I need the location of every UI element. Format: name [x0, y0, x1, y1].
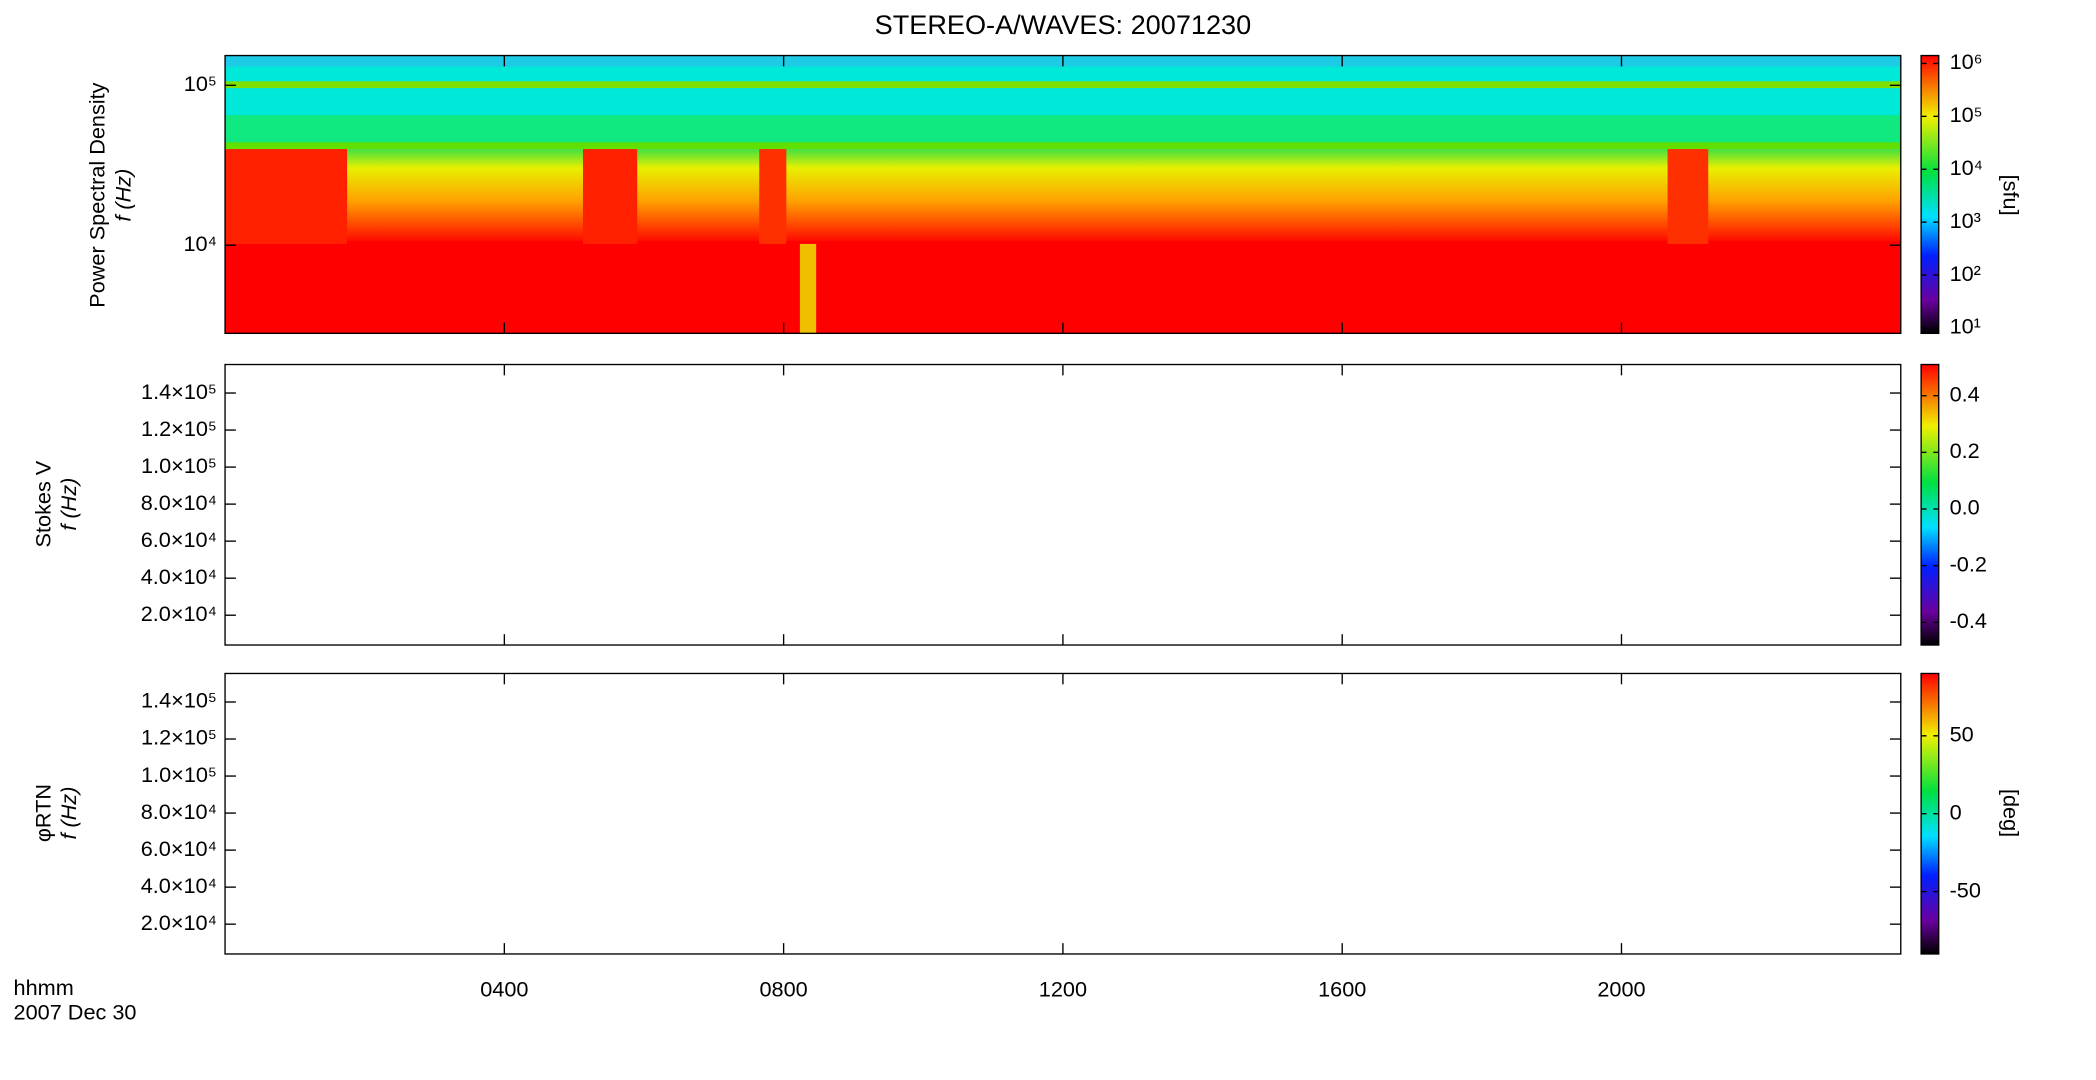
- y-tick-label: 2.0×10⁴: [141, 601, 217, 626]
- y-tick-label: 2.0×10⁴: [141, 910, 217, 935]
- y-tick-label: 8.0×10⁴: [141, 799, 217, 824]
- colorbar-tick-label: 50: [1950, 722, 1974, 747]
- x-tick-label: 2000: [1597, 976, 1645, 1001]
- colorbar-gradients: [1920, 54, 1940, 955]
- colorbar-tick-label: 10⁶: [1950, 49, 1983, 74]
- y-axis-label: φRTN: [30, 784, 55, 842]
- colorbar-label: [sfu]: [1998, 175, 2023, 216]
- y-tick-label: 6.0×10⁴: [141, 836, 217, 861]
- colorbar-tick-label: -50: [1950, 877, 1981, 902]
- colorbar-tick-label: 10⁵: [1950, 102, 1983, 127]
- y-axis-label: f (Hz): [56, 787, 81, 840]
- colorbar-tick-label: 0.0: [1950, 495, 1980, 520]
- x-tick-label: 1200: [1039, 976, 1087, 1001]
- x-tick-label: 0400: [480, 976, 528, 1001]
- y-tick-label: 10⁵: [184, 71, 217, 96]
- y-tick-label: 6.0×10⁴: [141, 527, 217, 552]
- y-axis-label: f (Hz): [56, 478, 81, 531]
- chart-title: STEREO-A/WAVES: 20071230: [875, 9, 1252, 40]
- colorbar-tick-label: 0: [1950, 799, 1962, 824]
- y-axis-label: f (Hz): [110, 169, 135, 222]
- x-axis-label: hhmm: [14, 975, 74, 1000]
- y-tick-label: 4.0×10⁴: [141, 873, 217, 898]
- y-tick-label: 1.4×10⁵: [141, 379, 217, 404]
- y-tick-label: 1.2×10⁵: [141, 416, 217, 441]
- colorbar-label: [deg]: [1998, 789, 2023, 837]
- colorbar-tick-label: 0.2: [1950, 438, 1980, 463]
- y-tick-label: 10⁴: [183, 231, 216, 256]
- y-axis-label: Stokes V: [30, 460, 55, 547]
- colorbar-tick-label: 0.4: [1950, 381, 1980, 406]
- plot-frame: [224, 672, 1902, 955]
- y-tick-label: 1.0×10⁵: [141, 453, 217, 478]
- colorbar-tick-label: 10³: [1950, 208, 1981, 233]
- x-tick-label: 0800: [760, 976, 808, 1001]
- colorbar-tick-label: -0.2: [1950, 551, 1987, 576]
- colorbar-tick-label: 10⁴: [1950, 155, 1983, 180]
- y-tick-label: 4.0×10⁴: [141, 564, 217, 589]
- y-tick-label: 1.0×10⁵: [141, 762, 217, 787]
- y-axis-label: Power Spectral Density: [85, 82, 110, 307]
- colorbar-tick-label: 10¹: [1950, 314, 1981, 339]
- colorbar-tick-label: -0.4: [1950, 608, 1987, 633]
- colorbar-tick-label: 10²: [1950, 261, 1981, 286]
- x-axis-label: 2007 Dec 30: [14, 999, 137, 1024]
- y-tick-label: 8.0×10⁴: [141, 490, 217, 515]
- y-tick-label: 1.2×10⁵: [141, 725, 217, 750]
- y-tick-label: 1.4×10⁵: [141, 688, 217, 713]
- x-tick-label: 1600: [1318, 976, 1366, 1001]
- spectrogram-image: [225, 55, 1901, 334]
- plot-frame: [224, 363, 1902, 646]
